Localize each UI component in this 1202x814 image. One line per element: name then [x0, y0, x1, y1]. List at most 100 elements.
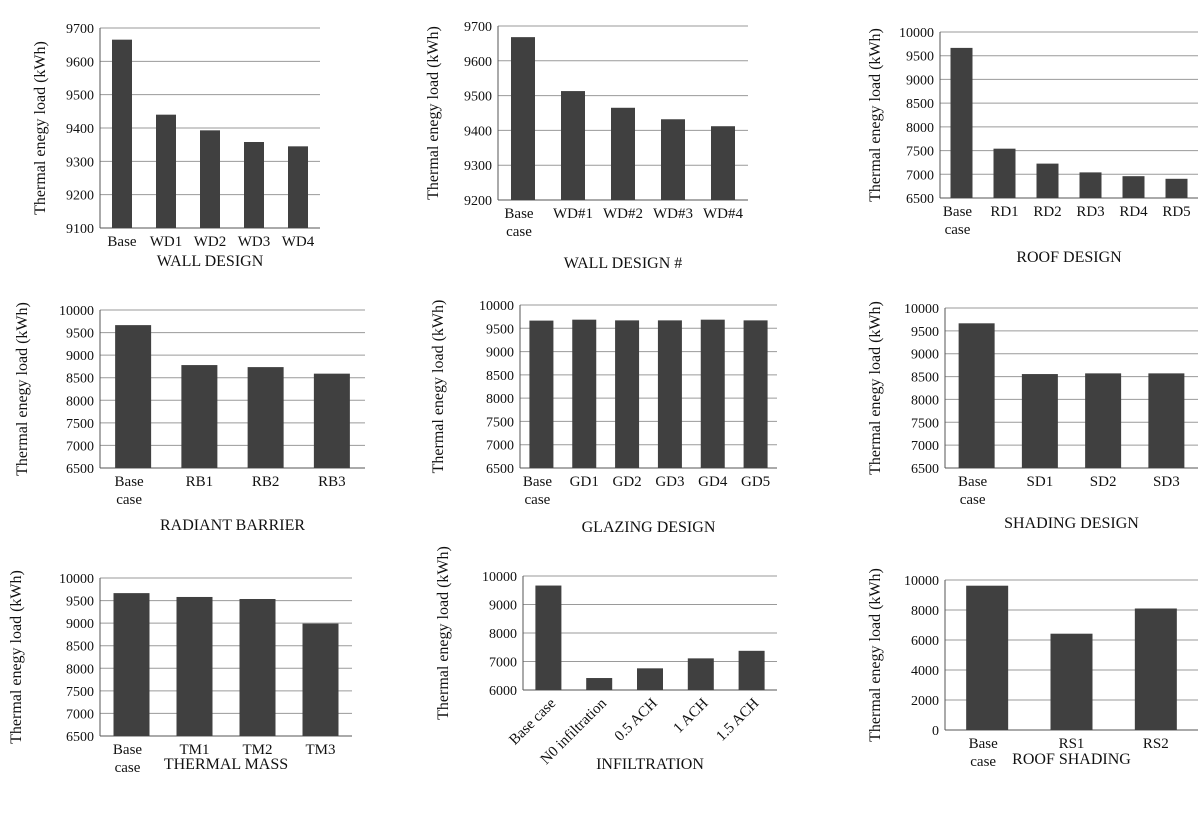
bar — [966, 585, 1009, 730]
x-tick-label: WD4 — [282, 234, 315, 250]
bar — [313, 373, 350, 468]
y-tick-label: 9600 — [66, 55, 94, 70]
y-axis-label: Thermal enegy load (kWh) — [435, 546, 452, 720]
x-tick-label: WD#4 — [703, 206, 743, 222]
chart-title: GLAZING DESIGN — [581, 519, 716, 536]
y-tick-label: 9000 — [906, 73, 934, 88]
y-tick-label: 8000 — [906, 121, 934, 136]
y-tick-label: 9000 — [489, 599, 517, 614]
y-tick-label: 8500 — [906, 97, 934, 112]
bar — [115, 325, 152, 468]
y-tick-label: 9400 — [66, 122, 94, 137]
bar — [993, 148, 1016, 198]
bar — [958, 323, 995, 468]
y-tick-label: 7000 — [911, 439, 939, 454]
bar — [1122, 176, 1145, 198]
x-tick-label: Base case — [504, 206, 534, 240]
y-tick-label: 8500 — [66, 640, 94, 655]
bar — [711, 126, 735, 200]
y-tick-label: 6500 — [911, 462, 939, 477]
bar — [687, 658, 714, 690]
y-tick-label: 7000 — [486, 439, 514, 454]
bar — [181, 365, 218, 468]
bar — [529, 320, 554, 468]
y-tick-label: 10000 — [904, 302, 939, 317]
bar — [1036, 163, 1059, 198]
x-tick-label: Base case — [115, 474, 145, 508]
x-tick-label: SD2 — [1090, 474, 1117, 490]
x-tick-label: RS2 — [1143, 736, 1169, 752]
y-axis-label: Thermal enegy load (kWh) — [867, 568, 884, 742]
y-tick-label: 9200 — [464, 194, 492, 209]
y-tick-label: 9000 — [66, 349, 94, 364]
y-tick-label: 9500 — [66, 595, 94, 610]
y-axis-label: Thermal enegy load (kWh) — [867, 28, 884, 202]
y-tick-label: 8000 — [489, 627, 517, 642]
x-tick-label: RD4 — [1119, 204, 1148, 220]
x-tick-label: RB2 — [252, 474, 280, 490]
x-tick-label: WD3 — [238, 234, 271, 250]
y-tick-label: 9500 — [906, 50, 934, 65]
x-tick-label: WD1 — [150, 234, 183, 250]
y-tick-label: 7500 — [66, 685, 94, 700]
y-tick-label: 10000 — [59, 304, 94, 319]
bar — [637, 668, 663, 690]
y-tick-label: 10000 — [899, 26, 934, 41]
x-tick-label: TM1 — [180, 742, 210, 758]
y-tick-label: 10000 — [59, 572, 94, 587]
y-tick-label: 7500 — [66, 417, 94, 432]
y-tick-label: 8000 — [486, 392, 514, 407]
y-tick-label: 9500 — [66, 327, 94, 342]
x-tick-label: GD3 — [655, 474, 684, 490]
bar — [113, 593, 150, 736]
y-tick-label: 9700 — [464, 20, 492, 35]
bar — [176, 596, 213, 736]
y-tick-label: 8500 — [486, 369, 514, 384]
bar — [661, 119, 685, 200]
x-tick-label: WD#3 — [653, 206, 693, 222]
x-tick-label: GD5 — [741, 474, 770, 490]
y-tick-label: 9500 — [911, 325, 939, 340]
y-tick-label: 8500 — [66, 372, 94, 387]
bar — [743, 320, 768, 468]
bar — [1134, 608, 1177, 730]
x-tick-label: RD3 — [1076, 204, 1104, 220]
y-tick-label: 8500 — [911, 371, 939, 386]
y-tick-label: 7000 — [66, 439, 94, 454]
bar — [572, 319, 597, 468]
y-tick-label: 9600 — [464, 55, 492, 70]
chart-title: ROOF DESIGN — [1016, 249, 1122, 266]
y-axis-label: Thermal enegy load (kWh) — [8, 570, 25, 744]
y-tick-label: 9000 — [486, 346, 514, 361]
chart-title: SHADING DESIGN — [1004, 515, 1139, 532]
x-tick-label: RB1 — [186, 474, 214, 490]
y-axis-label: Thermal enegy load (kWh) — [14, 302, 31, 476]
chart-title: ROOF SHADING — [1012, 751, 1131, 768]
y-tick-label: 0 — [932, 724, 939, 739]
y-tick-label: 8000 — [66, 662, 94, 677]
y-tick-label: 9500 — [464, 90, 492, 105]
bar — [200, 130, 220, 228]
x-tick-label: Base case — [113, 742, 143, 776]
x-tick-label: TM3 — [306, 742, 336, 758]
x-tick-label: SD3 — [1153, 474, 1180, 490]
x-tick-label: Base case — [969, 736, 999, 770]
bar — [1085, 373, 1122, 468]
bar — [247, 367, 284, 468]
x-tick-label: GD4 — [698, 474, 728, 490]
x-tick-label: WD2 — [194, 234, 227, 250]
y-tick-label: 9300 — [464, 159, 492, 174]
y-tick-label: 4000 — [911, 664, 939, 679]
